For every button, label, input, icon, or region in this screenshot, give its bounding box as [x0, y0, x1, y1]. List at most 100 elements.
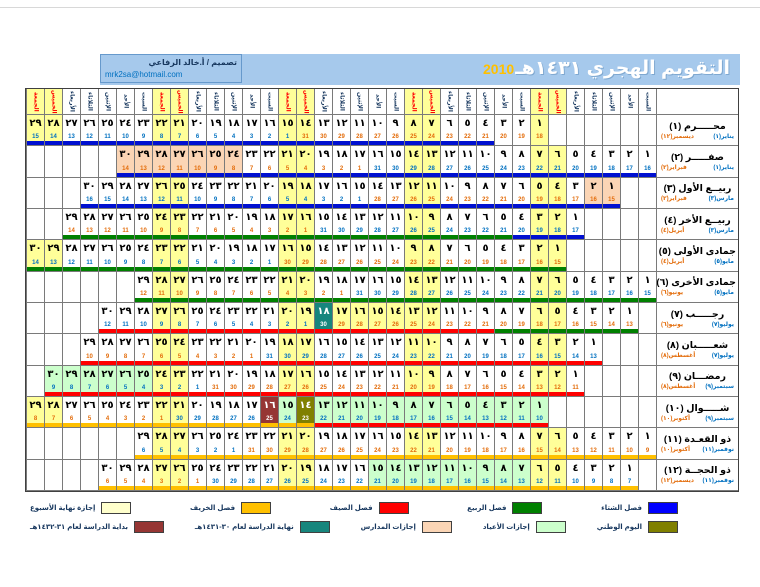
- season-strip: [279, 423, 296, 428]
- day-cell: ٢٣ 9: [134, 115, 152, 147]
- gregorian-day: 22: [428, 259, 435, 266]
- season-strip: [333, 329, 350, 334]
- month-label: شـــــوال (١٠) سبتمبر(٩) أكتوبر(١٠): [656, 397, 738, 429]
- hijri-day: ٢٣: [245, 274, 258, 286]
- hijri-day: ١٢: [371, 212, 384, 224]
- hijri-day: ٢١: [281, 149, 294, 161]
- season-strip: [405, 454, 422, 459]
- day-cell: ٢٥ 10: [134, 209, 152, 241]
- day-cell: ١٦ 28: [314, 334, 332, 366]
- day-cell: ٤ 18: [548, 177, 566, 209]
- season-strip: [297, 298, 314, 302]
- season-strip: [279, 486, 296, 490]
- season-strip: [495, 298, 512, 302]
- day-cell: ٩ 26: [386, 115, 404, 147]
- gregorian-day: 17: [464, 385, 471, 391]
- day-cell: ٤ 19: [584, 146, 602, 178]
- season-strip: [117, 486, 134, 490]
- day-cell: [62, 334, 80, 366]
- season-strip: [189, 298, 206, 302]
- gregorian-day: 11: [608, 447, 615, 454]
- day-cell: ١٣ 29: [350, 209, 368, 241]
- credit-email: mrk2sa@hotmail.com: [105, 70, 183, 79]
- day-cell: ٢١ 27: [260, 459, 278, 491]
- gregorian-day: 28: [320, 259, 327, 266]
- gregorian-day: [27, 290, 44, 298]
- hijri-day: [63, 303, 80, 321]
- season-strip: [189, 454, 206, 459]
- day-cell: ٢ 16: [530, 240, 548, 272]
- weekday-header-cell: الأحد: [242, 89, 260, 115]
- gregorian-day: 9: [105, 353, 110, 360]
- season-strip: [351, 235, 368, 240]
- gregorian-day: 20: [464, 259, 471, 266]
- gregorian-day: [639, 478, 656, 486]
- hijri-day: ١٧: [263, 243, 276, 255]
- hijri-day: ٢٨: [155, 431, 168, 443]
- weekday-header-cell: الثلاثاء: [332, 89, 350, 115]
- day-cell: ٢٢ 1: [188, 365, 206, 397]
- hijri-day: [45, 334, 62, 352]
- gregorian-day: 17: [608, 291, 615, 297]
- gregorian-day: 21: [500, 197, 507, 203]
- season-strip: [99, 423, 116, 428]
- gregorian-day: 15: [608, 197, 615, 203]
- gregorian-day: 9: [645, 447, 650, 454]
- gregorian-day: 18: [446, 385, 453, 391]
- gregorian-day: [45, 165, 62, 173]
- season-strip: [297, 329, 314, 334]
- hijri-day: ٦: [518, 180, 525, 192]
- day-cell: ٢٩ 5: [116, 459, 134, 491]
- gregorian-day: 14: [68, 228, 75, 235]
- day-cell: [620, 334, 638, 366]
- hijri-day: ٢٥: [137, 368, 150, 380]
- gregorian-day: 19: [374, 416, 381, 423]
- season-strip: [243, 329, 260, 334]
- gregorian-day: 5: [285, 165, 290, 172]
- season-strip: [117, 266, 134, 271]
- season-strip: [135, 298, 152, 302]
- season-strip: [441, 486, 458, 490]
- hijri-day: ٨: [428, 243, 435, 255]
- hijri-day: ٢٢: [245, 306, 258, 318]
- season-strip: [567, 423, 584, 427]
- hijri-day: ٢٦: [137, 337, 150, 349]
- gregorian-day: 19: [428, 385, 435, 391]
- gregorian-day: 16: [536, 353, 543, 360]
- hijri-day: ٢: [626, 431, 633, 443]
- day-cell: ١ 11: [566, 365, 584, 397]
- season-strip: [135, 360, 152, 365]
- hijri-day: [45, 428, 62, 446]
- hijri-day: [585, 240, 602, 258]
- weekday-header-cell: الجمعة: [404, 89, 422, 115]
- day-cell: [620, 115, 638, 147]
- day-cell: [44, 177, 62, 209]
- season-strip: [27, 204, 44, 208]
- day-cell: [548, 397, 566, 429]
- gregorian-day: 6: [69, 416, 74, 423]
- hijri-day: ٣٠: [119, 149, 132, 161]
- day-cell: ٢٨ 12: [152, 146, 170, 178]
- hijri-day: ٢١: [281, 431, 294, 443]
- gregorian-day: 28: [320, 353, 327, 360]
- hijri-day: [567, 240, 584, 258]
- hijri-day: ٢٨: [65, 243, 78, 255]
- season-strip: [189, 486, 206, 490]
- month-sub-right: يناير(١): [713, 133, 734, 140]
- season-strip: [45, 141, 62, 146]
- day-cell: ١٣ 27: [386, 177, 404, 209]
- gregorian-day: 18: [392, 416, 399, 423]
- day-cell: [584, 397, 602, 429]
- gregorian-day: [585, 133, 602, 141]
- hijri-day: ٢٩: [137, 274, 150, 286]
- season-strip: [153, 298, 170, 302]
- gregorian-day: [639, 384, 656, 392]
- day-cell: ١٨ 4: [296, 177, 314, 209]
- day-cell: ٢٧ 11: [80, 240, 98, 272]
- hijri-day: ٨: [518, 274, 525, 286]
- hijri-day: ١١: [443, 462, 456, 474]
- day-cell: [44, 459, 62, 491]
- gregorian-day: 29: [392, 291, 399, 297]
- gregorian-day: 7: [177, 134, 182, 141]
- legend-swatch: [241, 502, 272, 514]
